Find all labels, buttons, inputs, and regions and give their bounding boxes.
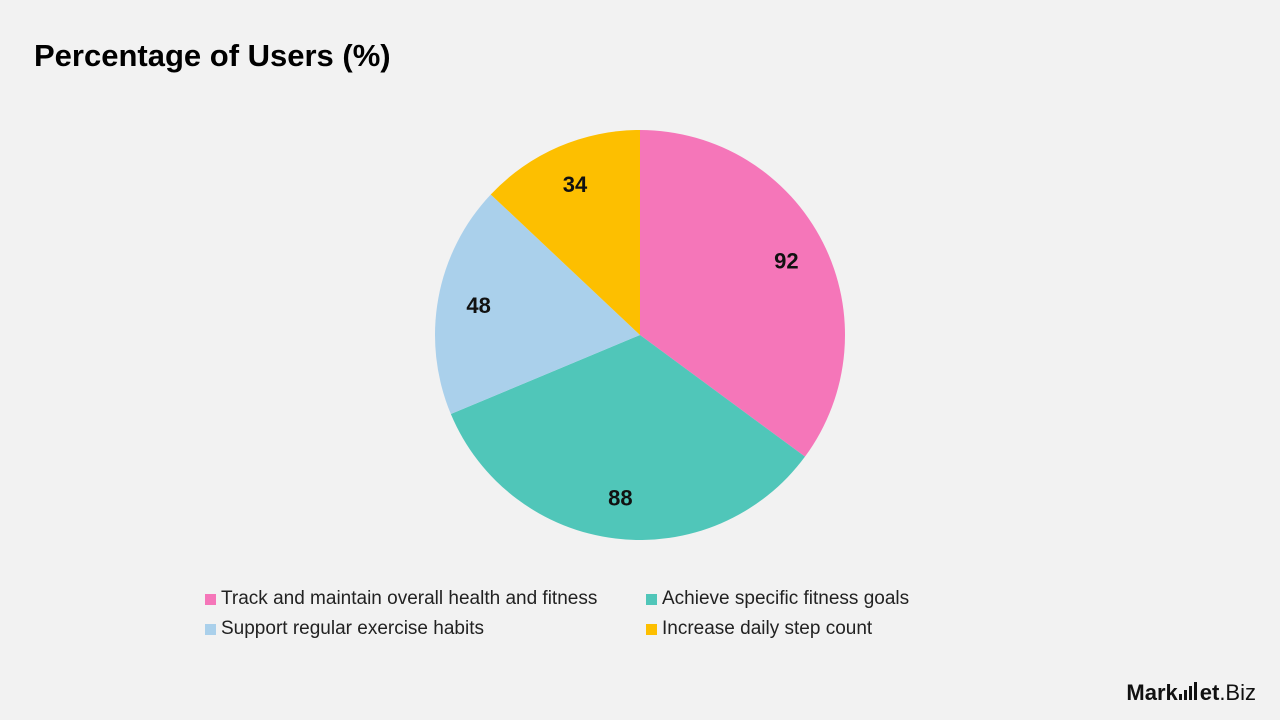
bar-chart-icon: [1178, 682, 1199, 700]
brand-name-part: Mark: [1126, 680, 1178, 705]
brand-logo: Mark et .Biz: [1126, 680, 1256, 706]
brand-name-part: et: [1199, 680, 1220, 705]
legend-label: Increase daily step count: [662, 618, 873, 639]
slice-value-label-0: 92: [774, 249, 798, 274]
legend: Track and maintain overall health and fi…: [205, 588, 909, 640]
brand-name-suffix: .Biz: [1219, 680, 1256, 705]
slice-value-label-2: 48: [466, 293, 490, 318]
legend-swatch: [205, 623, 216, 635]
legend-item-fitness-goals: Achieve specific fitness goals: [646, 588, 909, 610]
legend-item-exercise-habits: Support regular exercise habits: [205, 618, 646, 640]
slice-value-label-1: 88: [608, 485, 632, 510]
legend-item-track-health: Track and maintain overall health and fi…: [205, 588, 646, 610]
legend-label: Track and maintain overall health and fi…: [221, 588, 598, 609]
pie-slice-0: [640, 130, 845, 457]
pie-chart: 92 88 48 34: [435, 130, 845, 540]
legend-label: Support regular exercise habits: [221, 618, 484, 639]
legend-label: Achieve specific fitness goals: [662, 588, 910, 609]
pie-slice-2: [435, 194, 640, 415]
pie-slice-3: [490, 130, 640, 335]
legend-swatch: [646, 593, 657, 605]
legend-item-step-count: Increase daily step count: [646, 618, 909, 640]
chart-title: Percentage of Users (%): [34, 38, 391, 73]
pie-slice-1: [450, 335, 805, 540]
legend-swatch: [205, 593, 216, 605]
legend-swatch: [646, 623, 657, 635]
slice-value-label-3: 34: [563, 172, 588, 197]
